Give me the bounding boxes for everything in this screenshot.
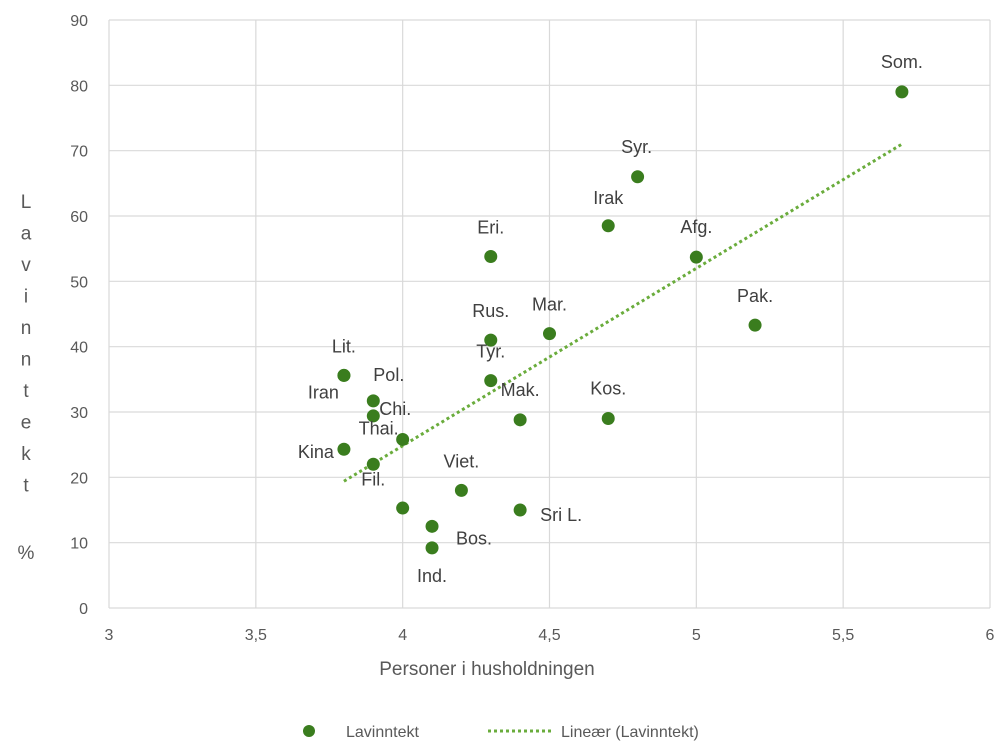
data-label: Som. xyxy=(881,52,923,72)
y-tick-label: 20 xyxy=(70,470,88,487)
trendline xyxy=(343,142,903,483)
data-point xyxy=(543,327,556,341)
y-axis-title-char: t xyxy=(23,381,29,402)
y-axis-title-char: a xyxy=(21,224,32,245)
legend-label-series: Lavinntekt xyxy=(346,724,419,741)
data-label: Syr. xyxy=(621,137,652,157)
data-point xyxy=(396,432,410,446)
data-point xyxy=(631,170,645,184)
x-tick-label: 3,5 xyxy=(245,627,267,644)
data-label: Afg. xyxy=(680,217,712,237)
data-label: Rus. xyxy=(472,301,509,321)
y-tick-label: 70 xyxy=(70,144,88,161)
legend-label-trend: Lineær (Lavinntekt) xyxy=(561,724,699,741)
data-label: Kos. xyxy=(590,379,626,399)
y-tick-label: 90 xyxy=(70,13,88,30)
y-axis-title-char: n xyxy=(21,350,32,371)
data-label: Sri L. xyxy=(540,505,582,525)
data-point xyxy=(484,250,498,264)
data-label: Eri. xyxy=(477,218,504,238)
data-point xyxy=(601,412,615,426)
legend-marker xyxy=(303,725,315,737)
y-tick-label: 30 xyxy=(70,405,88,422)
y-tick-label: 60 xyxy=(70,209,88,226)
y-tick-label: 50 xyxy=(70,274,88,291)
data-label: Lit. xyxy=(332,336,356,356)
y-axis-unit: % xyxy=(18,543,35,564)
data-point xyxy=(484,374,498,388)
data-label: Viet. xyxy=(444,451,480,471)
data-label: Iran xyxy=(308,382,339,402)
data-point xyxy=(513,503,527,517)
data-point xyxy=(689,250,703,264)
data-point xyxy=(366,457,380,471)
data-point xyxy=(601,219,615,233)
data-label: Ind. xyxy=(417,566,447,586)
tick-labels: 0 10 20 30 40 50 60 70 80 90 3 3,5 4 4,5 5 5,5 6 xyxy=(70,13,994,644)
y-axis-title-char: t xyxy=(23,476,29,497)
legend: Lavinntekt Lineær (Lavinntekt) xyxy=(303,724,699,741)
x-axis-title: Personer i husholdningen xyxy=(379,659,595,680)
data-label: Thai. xyxy=(359,418,399,438)
data-label: Mak. xyxy=(501,380,540,400)
y-axis-title-char: L xyxy=(21,192,32,213)
y-tick-label: 80 xyxy=(70,78,88,95)
data-point xyxy=(513,413,527,427)
data-label: Pol. xyxy=(373,365,404,385)
y-axis-title-char: i xyxy=(24,287,28,308)
y-axis-title-char: v xyxy=(21,255,31,276)
data-label: Bos. xyxy=(456,528,492,548)
data-point xyxy=(337,442,351,456)
data-label: Chi. xyxy=(379,399,411,419)
data-point xyxy=(337,368,351,382)
x-tick-label: 5,5 xyxy=(832,627,854,644)
data-point xyxy=(454,483,468,497)
data-point xyxy=(748,318,762,332)
point-labels: Som. Syr. Irak Afg. Eri. Pak. Mar. Rus. Tyr. Lit.… xyxy=(298,52,923,586)
data-label: Tyr. xyxy=(476,342,505,362)
data-label: Kina xyxy=(298,442,335,462)
data-point xyxy=(484,333,498,347)
x-tick-label: 5 xyxy=(692,627,701,644)
x-tick-label: 4 xyxy=(398,627,407,644)
y-axis-title-char: n xyxy=(21,318,32,339)
y-axis-title: Lavinntekt xyxy=(21,192,32,497)
data-label: Fil. xyxy=(361,469,385,489)
data-label: Mar. xyxy=(532,295,567,315)
data-label: Irak xyxy=(593,188,624,208)
trendline-path xyxy=(343,142,903,483)
y-axis-title-char: e xyxy=(21,413,32,434)
data-label: Pak. xyxy=(737,286,773,306)
data-point xyxy=(425,519,439,533)
x-tick-label: 6 xyxy=(986,627,995,644)
x-tick-label: 4,5 xyxy=(538,627,560,644)
data-point xyxy=(396,501,410,515)
data-point xyxy=(425,541,439,555)
data-point xyxy=(366,409,380,423)
y-tick-label: 0 xyxy=(79,601,88,618)
y-axis-title-char: k xyxy=(21,444,31,465)
data-point xyxy=(895,85,909,99)
data-point xyxy=(366,394,380,408)
y-tick-label: 10 xyxy=(70,536,88,553)
data-points xyxy=(337,85,909,555)
x-tick-label: 3 xyxy=(105,627,114,644)
y-tick-label: 40 xyxy=(70,340,88,357)
